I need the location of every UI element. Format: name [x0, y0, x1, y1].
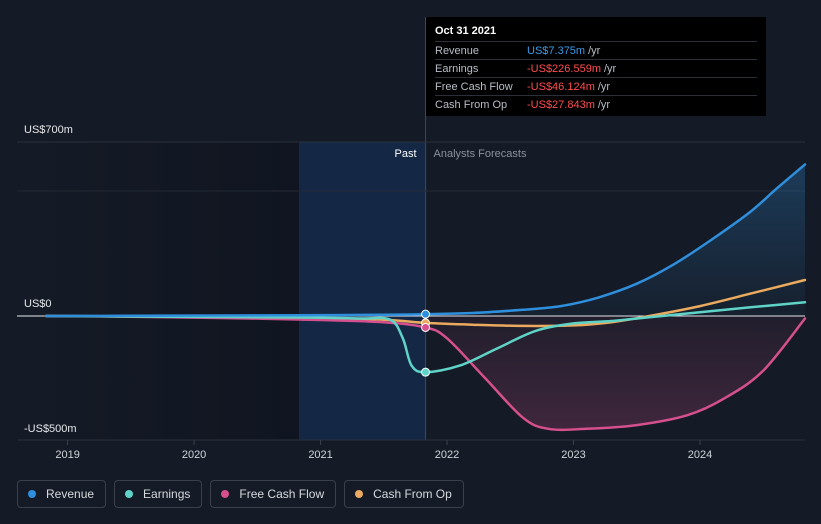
tooltip-row-unit: /yr	[597, 80, 611, 93]
legend-item-free-cash-flow[interactable]: Free Cash Flow	[210, 480, 337, 508]
legend-label: Earnings	[143, 487, 191, 501]
tooltip-row-unit: /yr	[604, 62, 617, 75]
tooltip-row-value: US$7.375m	[527, 44, 586, 57]
tooltip-date: Oct 31 2021	[435, 25, 497, 37]
past-region	[17, 142, 300, 440]
legend-item-earnings[interactable]: Earnings	[114, 480, 203, 508]
past-highlight-region	[299, 142, 426, 440]
x-tick-label: 2020	[182, 449, 206, 461]
tooltip-row: Cash From Op -US$27.843m/yr	[435, 95, 757, 113]
legend-item-cash-from-op[interactable]: Cash From Op	[344, 480, 464, 508]
tooltip-row-unit: /yr	[588, 44, 601, 57]
legend-label: Free Cash Flow	[239, 487, 325, 501]
legend-item-revenue[interactable]: Revenue	[17, 480, 107, 508]
y-tick-label: -US$500m	[24, 423, 77, 435]
past-label: Past	[395, 148, 417, 160]
tooltip-row: Revenue US$7.375m/yr	[435, 41, 757, 59]
tooltip-row-label: Free Cash Flow	[435, 80, 513, 93]
x-tick-label: 2024	[688, 449, 712, 461]
tooltip-row-unit: /yr	[597, 98, 611, 111]
x-tick-label: 2023	[561, 449, 585, 461]
legend-label: Revenue	[46, 487, 95, 501]
series-line-revenue	[44, 163, 807, 318]
legend-dot-icon	[28, 490, 36, 498]
y-tick-label: US$700m	[24, 124, 73, 136]
tooltip-row: Free Cash Flow -US$46.124m/yr	[435, 77, 757, 95]
legend-dot-icon	[355, 490, 364, 498]
tooltip-row-value: -US$27.843m	[527, 98, 595, 111]
forecast-label: Analysts Forecasts	[434, 148, 527, 160]
x-tick-label: 2019	[55, 449, 79, 461]
y-tick-label: US$0	[24, 298, 52, 310]
series-line-earnings	[44, 301, 807, 374]
marker-earnings	[421, 367, 431, 377]
tooltip-row-label: Earnings	[435, 62, 479, 75]
tooltip-row-value: -US$226.559m	[527, 62, 601, 75]
series-area-revenue	[425, 164, 805, 316]
marker-free-cash-flow	[421, 322, 431, 332]
series-area-free-cash-flow	[425, 316, 805, 430]
legend: Revenue Earnings Free Cash Flow Cash From O…	[17, 480, 464, 508]
x-tick-label: 2021	[308, 449, 332, 461]
legend-dot-icon	[221, 490, 230, 498]
legend-dot-icon	[125, 490, 134, 498]
legend-label: Cash From Op	[373, 487, 452, 501]
tooltip: Oct 31 2021 Revenue US$7.375m/yr Earnings -…	[426, 17, 766, 116]
tooltip-row-label: Cash From Op	[435, 98, 508, 111]
tooltip-row-label: Revenue	[435, 44, 480, 57]
tooltip-row-value: -US$46.124m	[527, 80, 595, 93]
tooltip-row: Earnings -US$226.559m/yr	[435, 59, 757, 77]
x-tick-label: 2022	[435, 449, 459, 461]
marker-revenue	[421, 309, 431, 319]
